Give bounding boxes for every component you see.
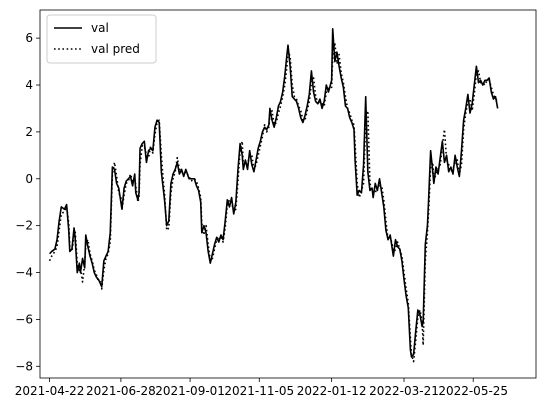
y-tick-label: −6: [15, 312, 33, 326]
x-tick-label: 2021-06-28: [86, 384, 156, 398]
plot-area: [40, 10, 536, 378]
y-tick-label: 6: [25, 31, 33, 45]
y-tick-label: 0: [25, 172, 33, 186]
series-line-val-pred: [48, 42, 499, 363]
x-tick-label: 2021-04-22: [15, 384, 85, 398]
y-tick-label: −8: [15, 359, 33, 373]
axes-frame: [39, 9, 537, 379]
x-tick-label: 2022-05-25: [438, 384, 508, 398]
y-tick-label: −2: [15, 219, 33, 233]
series-layer: [48, 27, 499, 363]
tick-layer: 2021-04-22 2021-06-28 2021-09-01 2021-11-05…: [15, 31, 508, 398]
x-tick-label: 2021-11-05: [224, 384, 294, 398]
legend: val val pred: [46, 14, 157, 64]
x-tick-label: 2022-01-12: [297, 384, 367, 398]
legend-box: [46, 14, 157, 64]
y-tick-label: 2: [25, 125, 33, 139]
y-tick-label: −4: [15, 266, 33, 280]
legend-label-val: val: [91, 21, 109, 35]
legend-label-val-pred: val pred: [91, 42, 140, 56]
x-tick-label: 2021-09-01: [155, 384, 225, 398]
x-tick-label: 2022-03-21: [369, 384, 439, 398]
y-tick-label: 4: [25, 78, 33, 92]
